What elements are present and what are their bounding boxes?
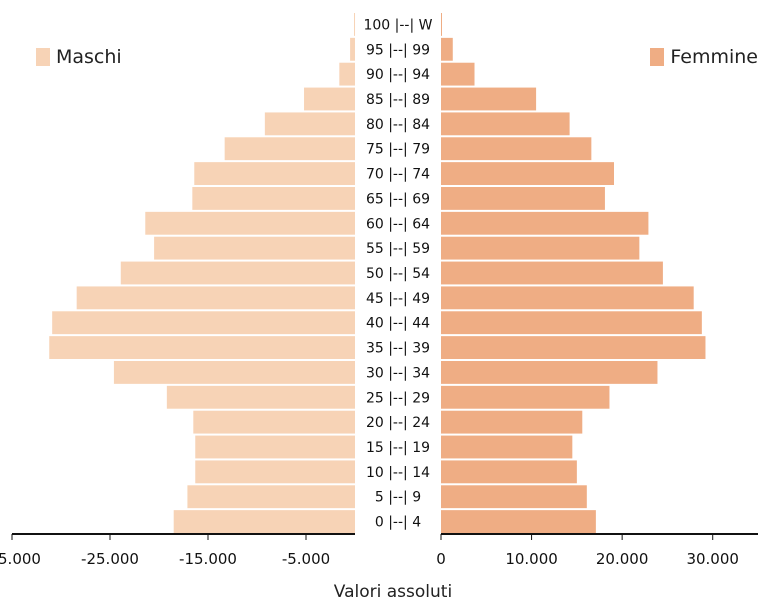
age-group-label: 5 |--| 9 — [375, 490, 421, 506]
bar-male — [350, 37, 355, 61]
bar-female — [441, 137, 592, 161]
legend-male-swatch — [36, 48, 50, 66]
x-axis-title: Valori assoluti — [0, 582, 768, 602]
bar-male — [49, 336, 356, 359]
bar-male — [154, 236, 355, 260]
bar-male — [192, 187, 355, 210]
male-bars — [49, 13, 356, 533]
age-group-labels: 0 |--| 4 5 |--| 9 10 |--| 14 15 |--| 19 20 |… — [363, 17, 432, 530]
bar-male — [193, 410, 355, 434]
bar-male — [224, 137, 355, 161]
age-group-label: 70 |--| 74 — [366, 167, 430, 183]
age-group-label: 55 |--| 59 — [366, 241, 430, 257]
bar-female — [441, 410, 583, 434]
x-tick-label: 0 — [436, 550, 446, 568]
age-group-label: 20 |--| 24 — [366, 415, 430, 431]
age-group-label: 10 |--| 14 — [366, 465, 430, 481]
bar-female — [441, 510, 596, 533]
x-tick-label: 10.000 — [505, 550, 558, 568]
x-tick-label: -25.000 — [81, 550, 139, 568]
bar-male — [194, 162, 355, 185]
age-group-label: 30 |--| 34 — [366, 365, 430, 381]
x-tick-label: -35.000 — [0, 550, 41, 568]
bar-female — [441, 336, 706, 359]
bar-female — [441, 385, 610, 409]
age-group-label: 35 |--| 39 — [366, 341, 430, 357]
female-bars — [441, 13, 706, 533]
x-axis-ticks: -35.000 -25.000 -15.000 -5.000 0 10.000 20.000… — [0, 534, 739, 568]
bar-female — [441, 311, 702, 335]
bar-male — [187, 485, 355, 509]
age-group-label: 40 |--| 44 — [366, 316, 430, 332]
x-tick-label: 20.000 — [596, 550, 649, 568]
bar-male — [354, 13, 356, 36]
bar-female — [441, 236, 640, 260]
bar-female — [441, 162, 614, 185]
bar-male — [166, 385, 355, 409]
bar-female — [441, 37, 453, 61]
x-tick-label: -15.000 — [179, 550, 237, 568]
legend-female-swatch — [650, 48, 665, 66]
age-group-label: 65 |--| 69 — [366, 191, 430, 207]
bar-female — [441, 187, 605, 210]
bar-male — [113, 361, 355, 384]
bar-male — [76, 286, 356, 310]
bar-male — [264, 112, 355, 136]
bar-male — [52, 311, 356, 335]
age-group-label: 80 |--| 84 — [366, 117, 430, 133]
legend-female: Femmine — [650, 46, 758, 68]
bar-female — [441, 112, 570, 136]
bar-female — [441, 211, 649, 235]
bar-male — [120, 261, 355, 285]
bar-female — [441, 286, 694, 310]
age-group-label: 90 |--| 94 — [366, 67, 430, 83]
age-group-label: 25 |--| 29 — [366, 390, 430, 406]
legend-male-label: Maschi — [56, 46, 122, 68]
bar-female — [441, 485, 587, 509]
bar-female — [441, 62, 475, 86]
age-group-label: 15 |--| 19 — [366, 440, 430, 456]
age-group-label: 75 |--| 79 — [366, 142, 430, 158]
age-group-label: 85 |--| 89 — [366, 92, 430, 108]
age-group-label: 0 |--| 4 — [375, 515, 421, 531]
bar-female — [441, 435, 573, 459]
bar-male — [195, 460, 355, 484]
age-group-label: 50 |--| 54 — [366, 266, 430, 282]
bar-male — [173, 510, 355, 533]
bar-male — [304, 87, 355, 111]
bar-female — [441, 460, 577, 484]
bar-female — [441, 361, 658, 384]
legend-female-label: Femmine — [670, 46, 758, 68]
age-group-label: 45 |--| 49 — [366, 291, 430, 307]
bar-female — [441, 87, 537, 111]
bar-male — [195, 435, 355, 459]
x-tick-label: 30.000 — [686, 550, 739, 568]
bar-female — [441, 261, 663, 285]
age-group-label: 95 |--| 99 — [366, 42, 430, 58]
legend-male: Maschi — [36, 46, 122, 68]
age-group-label: 100 |--| W — [363, 17, 432, 33]
bar-female — [441, 13, 442, 36]
bar-male — [339, 62, 355, 86]
x-axis-title-text: Valori assoluti — [333, 582, 453, 602]
age-group-label: 60 |--| 64 — [366, 216, 430, 232]
bar-male — [145, 211, 355, 235]
x-tick-label: -5.000 — [282, 550, 330, 568]
